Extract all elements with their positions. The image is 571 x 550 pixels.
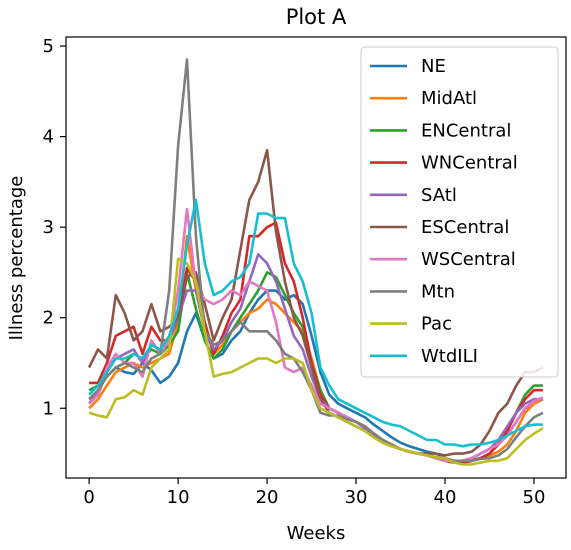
- x-tick-label: 30: [345, 487, 368, 508]
- x-tick-label: 10: [167, 487, 190, 508]
- y-tick-label: 2: [43, 308, 54, 329]
- legend-label: NE: [421, 56, 446, 77]
- y-axis: 1 2 3 4 5: [43, 36, 66, 419]
- y-tick-label: 5: [43, 36, 54, 57]
- y-tick-label: 4: [43, 127, 54, 148]
- y-axis-label: Illness percentage: [6, 176, 27, 341]
- y-tick-label: 3: [43, 217, 54, 238]
- x-tick-label: 20: [256, 487, 279, 508]
- plot-frame: [65, 36, 567, 479]
- legend: NE MidAtl ENCentral WNCentral SAtl ESCentral W…: [360, 46, 559, 378]
- x-axis-label: Weeks: [287, 523, 346, 544]
- series-line-wscentral: [88, 207, 544, 463]
- x-tick-label: 40: [434, 487, 457, 508]
- legend-label: ESCentral: [421, 217, 509, 238]
- y-tick-label: 1: [43, 398, 54, 419]
- x-tick-label: 50: [523, 487, 546, 508]
- legend-label: ENCentral: [421, 120, 511, 141]
- x-tick-label: 0: [83, 487, 94, 508]
- legend-label: WtdILI: [421, 346, 478, 367]
- legend-label: WSCentral: [421, 249, 516, 270]
- series-line-pac: [88, 257, 544, 466]
- legend-label: WNCentral: [421, 153, 518, 174]
- chart-title: Plot A: [286, 5, 347, 29]
- legend-label: MidAtl: [421, 88, 477, 109]
- x-axis: 0 10 20 30 40 50: [83, 478, 545, 508]
- legend-label: Pac: [421, 314, 452, 335]
- legend-label: SAtl: [421, 185, 457, 206]
- legend-box: [360, 46, 559, 378]
- series-layer: [87, 58, 544, 466]
- series-line-wtdili: [88, 198, 543, 448]
- legend-label: Mtn: [421, 281, 455, 302]
